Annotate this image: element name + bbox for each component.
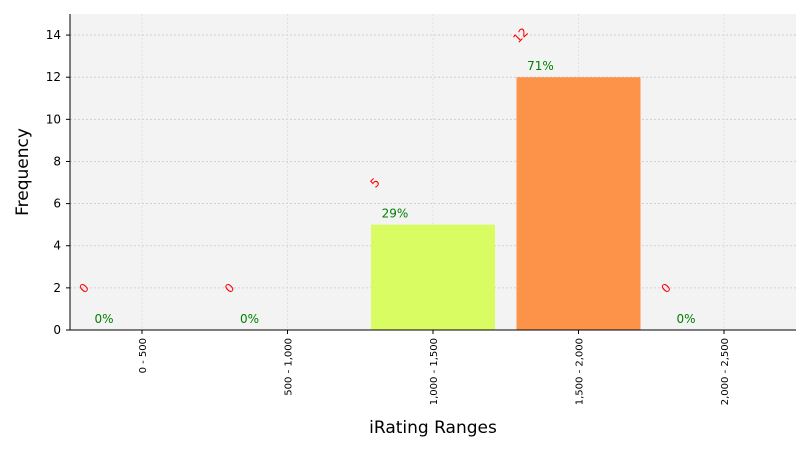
x-axis-ticks: 0 - 500 500 - 1,000 1,000 - 1,500 1,500 - 2… (138, 330, 731, 405)
x-tick-label: 1,500 - 2,000 (575, 338, 586, 405)
y-tick-label: 2 (53, 281, 61, 295)
percent-label: 29% (382, 207, 409, 221)
y-axis-title: Frequency (13, 128, 33, 216)
percent-label: 0% (240, 312, 259, 326)
y-axis-ticks: 0 2 4 6 8 10 12 14 (46, 28, 70, 337)
y-tick-label: 4 (53, 239, 61, 253)
x-tick-label: 2,000 - 2,500 (720, 338, 731, 405)
percent-label: 71% (527, 59, 554, 73)
y-tick-label: 14 (46, 28, 61, 42)
bar (516, 77, 641, 330)
y-tick-label: 12 (46, 70, 61, 84)
bar (371, 224, 495, 330)
x-tick-label: 500 - 1,000 (284, 338, 295, 396)
y-tick-label: 8 (53, 154, 61, 168)
x-tick-label: 0 - 500 (138, 338, 149, 373)
y-tick-label: 10 (46, 112, 61, 126)
x-tick-label: 1,000 - 1,500 (429, 338, 440, 405)
y-tick-label: 0 (53, 323, 61, 337)
bars (371, 77, 641, 330)
percent-label: 0% (676, 312, 695, 326)
percent-label: 0% (94, 312, 113, 326)
y-tick-label: 6 (53, 197, 61, 211)
x-axis-title: iRating Ranges (369, 418, 497, 438)
